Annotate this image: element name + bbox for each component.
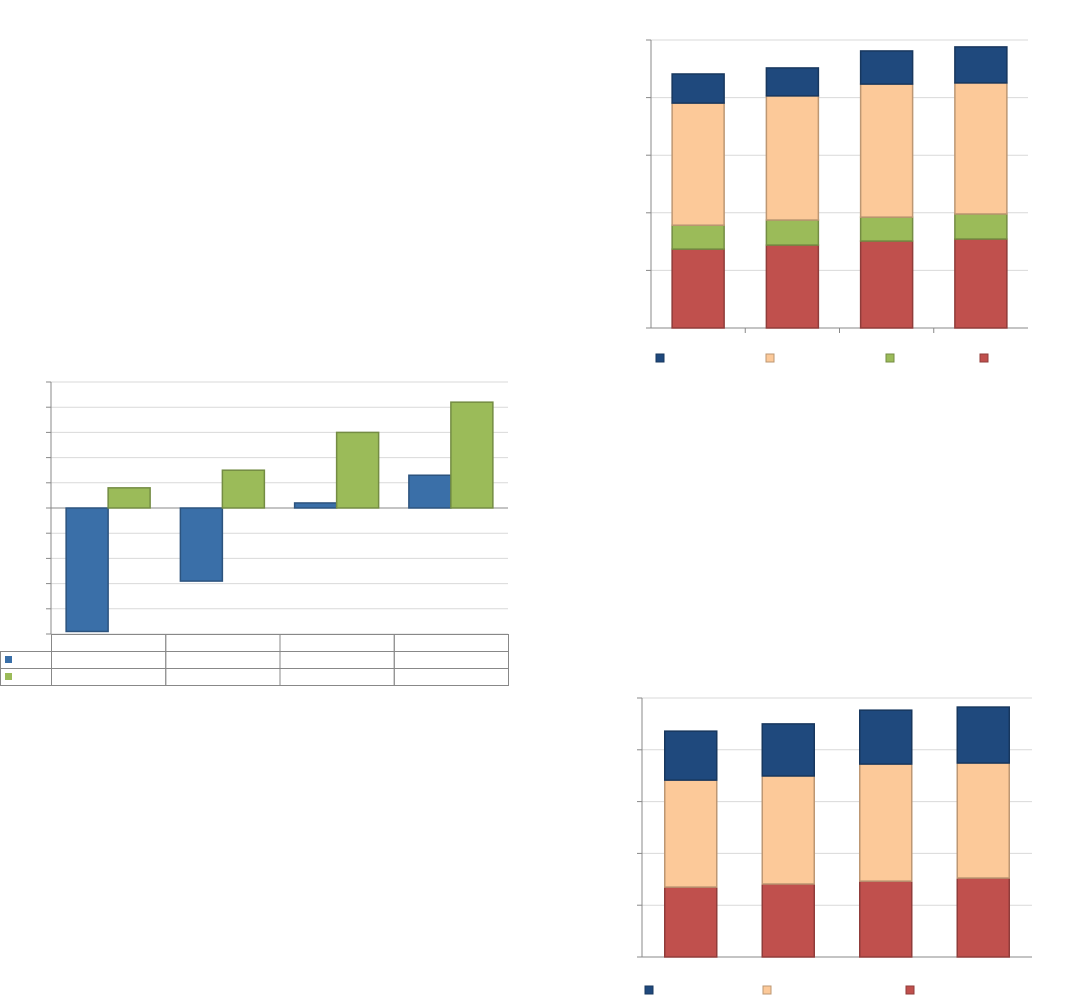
legend-swatch <box>5 656 12 663</box>
bar <box>408 474 452 509</box>
table-cell <box>51 668 167 686</box>
table-cell <box>279 634 395 652</box>
bar-segment <box>859 880 913 958</box>
bar <box>107 487 151 509</box>
bar-segment <box>859 240 914 329</box>
bar-segment <box>671 224 725 250</box>
table-cell <box>279 651 395 669</box>
table-cell <box>279 668 395 686</box>
bar <box>335 431 380 509</box>
bar-segment <box>956 762 1010 879</box>
table-cell <box>165 651 281 669</box>
bar-segment <box>671 248 725 329</box>
legend-swatch <box>762 985 772 995</box>
bar-segment <box>954 238 1008 329</box>
bar-segment <box>761 775 815 885</box>
legend-swatch <box>5 673 12 680</box>
bar-segment <box>859 83 914 218</box>
bar-segment <box>765 219 820 246</box>
bar-segment <box>859 709 913 765</box>
bar-segment <box>761 723 815 777</box>
table-cell <box>393 651 509 669</box>
table-cell <box>165 634 281 652</box>
table-cell <box>393 634 509 652</box>
bar-segment <box>765 244 820 329</box>
legend-swatch <box>905 985 915 995</box>
bar-segment <box>956 877 1010 958</box>
bar <box>179 507 224 582</box>
bar-segment <box>765 67 820 97</box>
bar <box>450 401 494 509</box>
bar-segment <box>954 46 1008 84</box>
legend-swatch <box>655 353 665 363</box>
bar-segment <box>671 102 725 226</box>
bar <box>65 507 109 633</box>
bar-segment <box>859 50 914 85</box>
legend-swatch <box>885 353 895 363</box>
table-cell <box>393 668 509 686</box>
legend-swatch <box>765 353 775 363</box>
table-cell <box>51 651 167 669</box>
bar-segment <box>859 216 914 242</box>
bar-segment <box>664 886 718 958</box>
bar-segment <box>761 883 815 958</box>
bar-segment <box>956 706 1010 764</box>
bar <box>221 469 266 509</box>
bar-segment <box>954 82 1008 215</box>
bar-segment <box>664 730 718 781</box>
bar-segment <box>954 213 1008 240</box>
table-cell <box>165 668 281 686</box>
table-cell <box>51 634 167 652</box>
bar-segment <box>664 779 718 888</box>
bar-segment <box>765 95 820 221</box>
legend-swatch <box>644 985 654 995</box>
bar-segment <box>671 73 725 104</box>
bar <box>293 502 338 509</box>
bar-segment <box>859 763 913 882</box>
legend-swatch <box>979 353 989 363</box>
